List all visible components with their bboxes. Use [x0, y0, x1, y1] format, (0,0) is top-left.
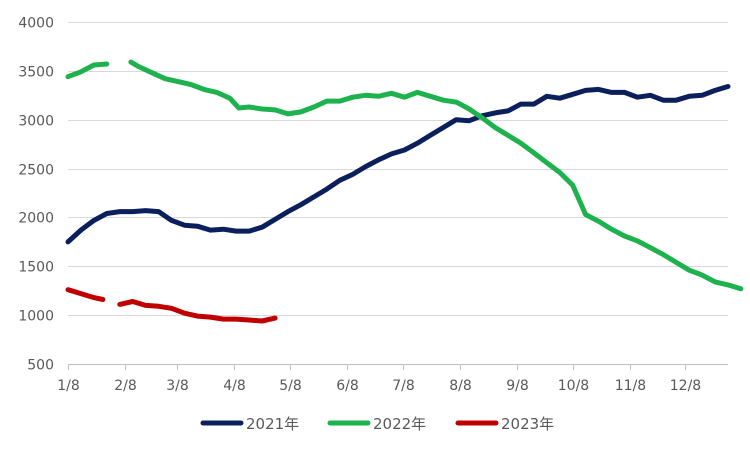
x-axis: 1/8 2/8 3/8 4/8 5/8 6/8 7/8 8/8 9/8 10/8 11/8 12/8: [57, 364, 728, 394]
legend-item-2022: 2022年: [327, 415, 426, 433]
x-tick-label: 8/8: [449, 378, 472, 394]
y-tick-label: 500: [27, 358, 54, 374]
y-tick-label: 2500: [18, 163, 54, 179]
series-line-2023: [65, 287, 106, 302]
legend: 2021年 2022年 2023年: [200, 415, 554, 433]
x-tick-label: 11/8: [615, 378, 646, 394]
x-tick-label: 5/8: [279, 378, 302, 394]
legend-label: 2021年: [246, 415, 299, 433]
legend-item-2023: 2023年: [455, 415, 554, 433]
x-tick-label: 3/8: [166, 378, 189, 394]
x-tick-label: 6/8: [336, 378, 359, 394]
series-lines: [65, 59, 744, 324]
y-tick-label: 2000: [18, 211, 54, 227]
x-tick-label: 4/8: [223, 378, 246, 394]
y-tick-label: 1500: [18, 260, 54, 276]
x-tick-label: 12/8: [670, 378, 701, 394]
series-line-2021: [65, 84, 731, 245]
y-tick-label: 3000: [18, 114, 54, 130]
series-line-2023: [117, 299, 278, 324]
y-tick-label: 3500: [18, 65, 54, 81]
y-axis: 500 1000 1500 2000 2500 3000 3500 4000: [18, 16, 54, 374]
x-tick-label: 1/8: [57, 378, 80, 394]
y-tick-label: 4000: [18, 16, 54, 32]
y-tick-label: 1000: [18, 309, 54, 325]
legend-label: 2023年: [501, 415, 554, 433]
gridlines: [68, 22, 728, 316]
x-tick-label: 2/8: [114, 378, 137, 394]
x-tick-label: 9/8: [506, 378, 529, 394]
legend-label: 2022年: [373, 415, 426, 433]
x-tick-label: 10/8: [558, 378, 589, 394]
legend-item-2021: 2021年: [200, 415, 299, 433]
series-line-2022: [65, 61, 110, 80]
x-tick-label: 7/8: [392, 378, 415, 394]
